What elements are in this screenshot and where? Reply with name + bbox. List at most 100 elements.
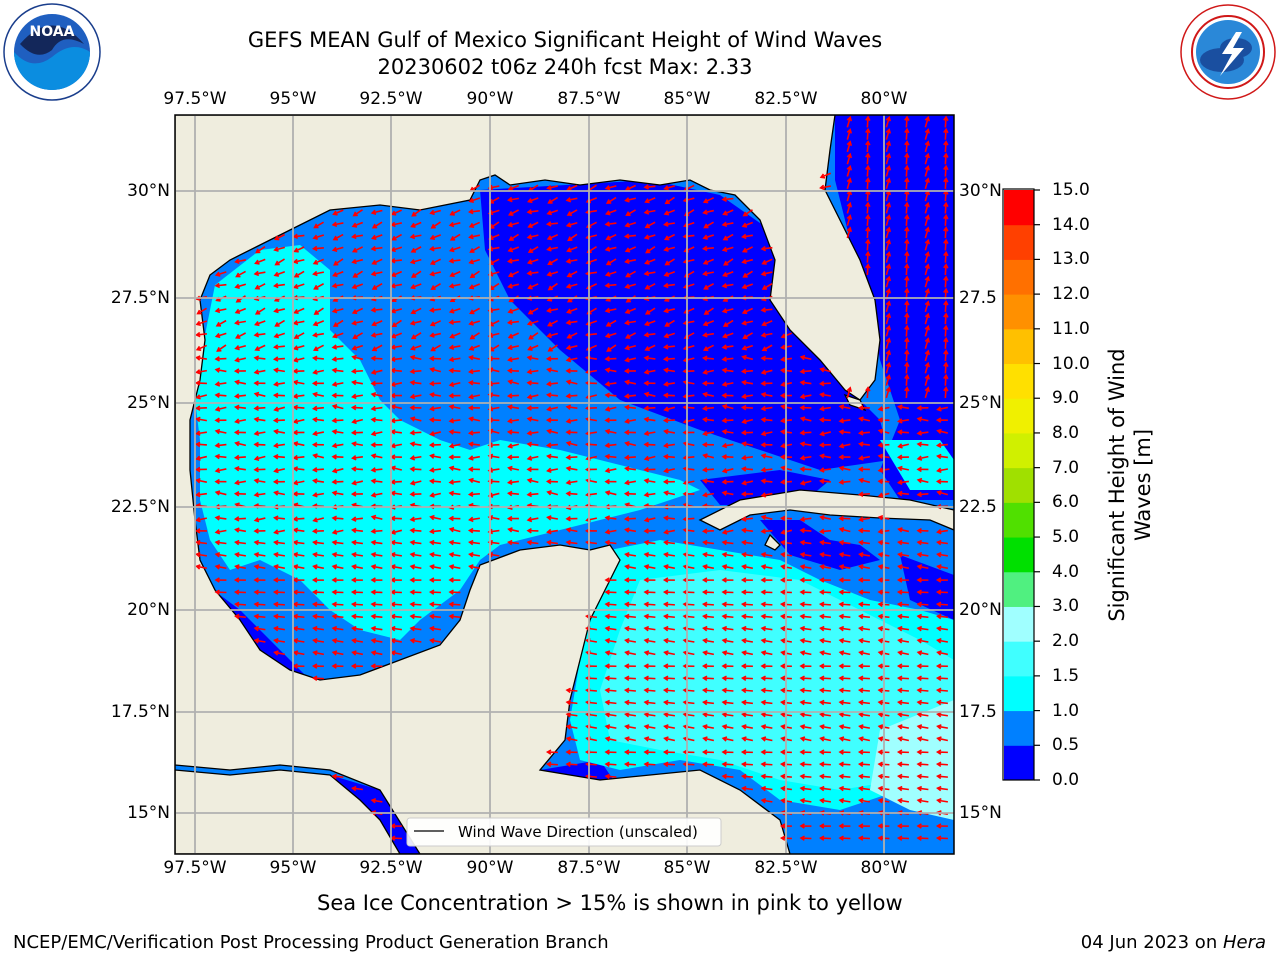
wave-arrow	[371, 357, 383, 360]
wave-arrow	[898, 405, 909, 410]
wave-arrow	[235, 357, 247, 362]
wave-arrow-head	[273, 650, 279, 656]
wave-arrow	[742, 627, 753, 631]
wave-arrow-head	[429, 467, 435, 473]
wave-arrow	[332, 639, 344, 643]
wave-arrow-head	[780, 785, 786, 792]
wave-arrow-head	[780, 798, 786, 804]
wave-arrow-head	[819, 539, 825, 546]
wave-arrow-head	[623, 233, 630, 239]
wave-arrow	[352, 455, 363, 459]
wave-arrow-head	[487, 355, 493, 362]
wave-arrow-head	[846, 177, 853, 183]
wave-arrow	[391, 443, 403, 448]
wave-arrow-head	[506, 515, 513, 522]
wave-arrow-head	[721, 564, 728, 570]
wave-arrow	[644, 356, 656, 360]
wave-arrow	[885, 240, 890, 251]
wave-arrow	[703, 209, 715, 214]
wave-arrow	[508, 283, 520, 288]
wave-arrow-head	[924, 177, 931, 183]
wave-arrow-head	[857, 761, 864, 768]
wave-arrow-head	[350, 601, 357, 608]
wave-arrow-head	[274, 260, 280, 266]
wave-arrow	[527, 209, 539, 213]
wave-arrow	[684, 442, 695, 447]
wave-arrow	[294, 270, 305, 278]
wave-arrow	[800, 468, 812, 471]
wave-arrow-head	[819, 650, 825, 656]
wave-arrow	[293, 320, 305, 325]
wave-arrow	[255, 258, 266, 265]
wave-arrow	[293, 603, 305, 606]
wave-arrow-head	[721, 196, 727, 202]
wave-arrow-head	[214, 332, 221, 339]
wave-arrow-head	[350, 404, 357, 411]
wave-arrow-head	[566, 185, 572, 192]
wave-arrow	[274, 382, 285, 386]
wave-arrow-head	[721, 246, 728, 253]
wave-arrow-head	[760, 625, 767, 632]
wave-arrow	[625, 197, 637, 202]
wave-arrow	[333, 468, 344, 473]
wave-arrow	[274, 369, 285, 373]
wave-arrow	[293, 381, 305, 385]
wave-arrow-head	[370, 467, 376, 473]
wave-arrow-head	[606, 346, 612, 352]
wave-arrow-head	[526, 380, 532, 386]
wave-arrow	[235, 418, 247, 423]
wave-arrow-head	[429, 514, 435, 521]
wave-arrow	[944, 239, 947, 251]
wave-arrow	[937, 491, 949, 496]
wave-arrow-head	[838, 552, 845, 558]
wave-arrow-head	[924, 312, 931, 319]
map-legend	[406, 817, 722, 847]
wave-arrow-head	[846, 152, 853, 159]
wave-arrow-head	[799, 835, 805, 841]
wave-arrow	[905, 153, 908, 165]
wave-arrow-head	[351, 354, 357, 361]
wave-arrow	[196, 455, 208, 460]
wave-arrow	[411, 344, 422, 350]
wave-arrow	[924, 276, 929, 288]
wave-arrow	[937, 406, 949, 411]
wave-arrow	[761, 713, 773, 717]
wave-arrow-head	[409, 393, 416, 400]
wave-arrow	[839, 713, 851, 717]
wave-arrow-head	[904, 287, 910, 294]
wave-arrow-head	[487, 552, 494, 558]
wave-arrow-head	[625, 272, 631, 278]
wave-arrow-head	[273, 333, 279, 339]
wave-arrow	[332, 565, 344, 570]
wave-arrow	[684, 221, 695, 227]
wave-arrow-head	[508, 210, 514, 216]
wave-arrow-head	[897, 564, 903, 570]
wave-arrow	[625, 467, 636, 471]
wave-arrow	[314, 283, 324, 290]
wave-arrow-head	[897, 479, 903, 486]
wave-arrow	[431, 344, 441, 352]
wave-arrow	[352, 307, 364, 314]
wave-arrow-head	[625, 333, 631, 339]
wave-arrow	[527, 431, 539, 435]
wave-arrow	[449, 603, 461, 606]
wave-arrow-head	[546, 453, 552, 460]
wave-arrow	[683, 651, 695, 656]
wave-arrow	[937, 799, 948, 803]
wave-arrow	[917, 553, 929, 557]
wave-arrow	[332, 382, 344, 386]
wave-arrow-head	[214, 529, 221, 535]
wave-arrow-head	[780, 613, 786, 620]
wave-arrow-head	[904, 115, 910, 121]
wave-arrow-head	[885, 349, 892, 356]
wave-arrow	[917, 651, 929, 656]
wave-arrow	[703, 357, 714, 360]
wave-arrow	[664, 233, 676, 241]
wave-arrow	[332, 419, 344, 422]
wave-arrow-head	[643, 478, 650, 484]
wave-arrow	[411, 332, 422, 340]
wave-arrow-head	[506, 393, 513, 399]
wave-arrow-head	[624, 440, 630, 447]
wave-arrow	[703, 725, 715, 729]
wave-arrow-head	[935, 601, 942, 608]
